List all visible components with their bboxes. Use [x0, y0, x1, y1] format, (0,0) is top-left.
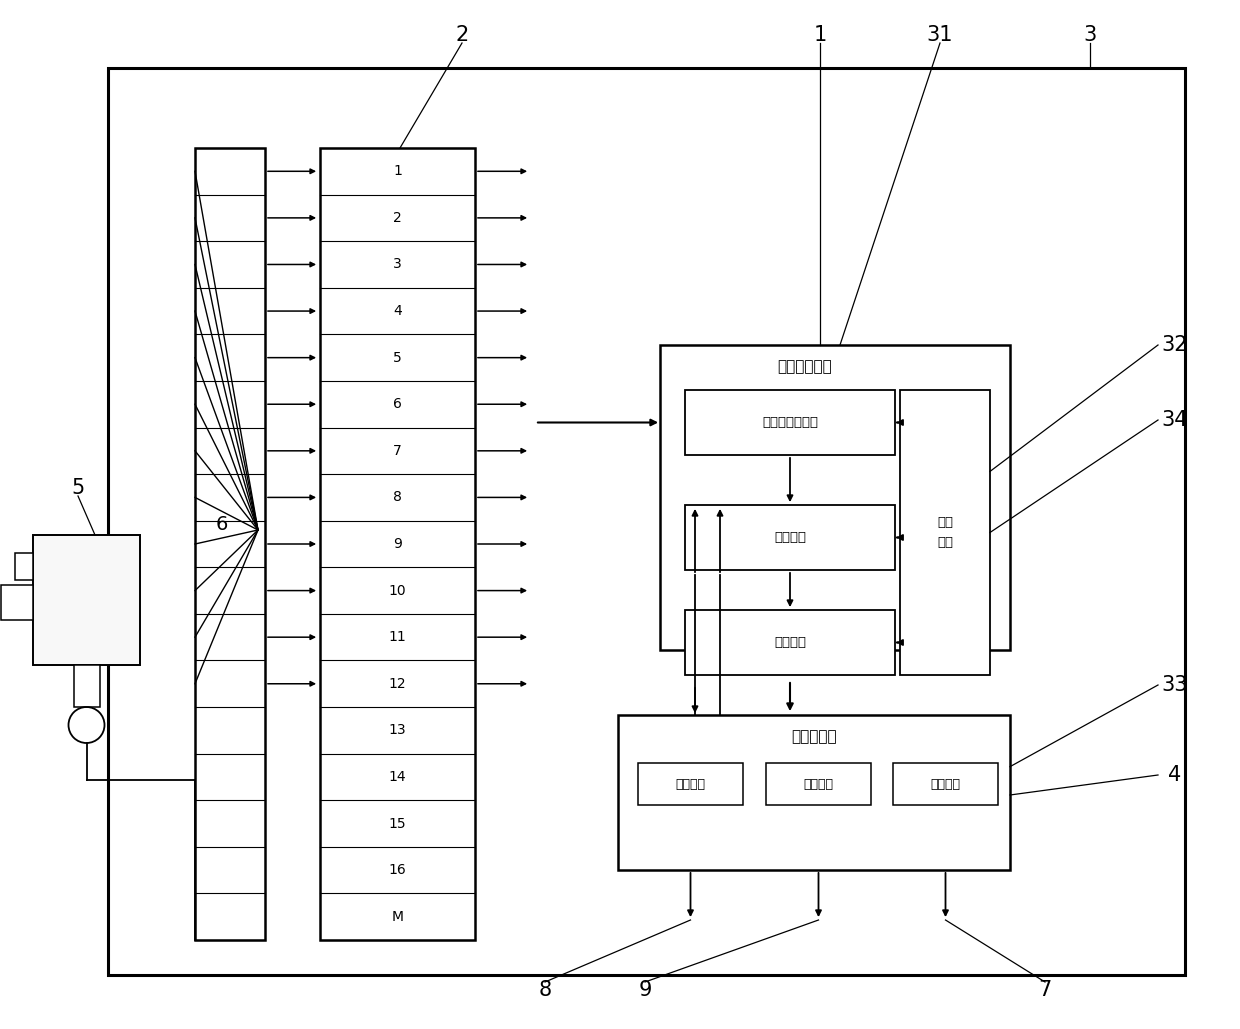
Text: 停止计数: 停止计数 [804, 778, 833, 790]
Bar [73, 665, 99, 707]
Bar [33, 535, 140, 665]
Bar [618, 715, 1011, 870]
Text: 10: 10 [388, 583, 407, 598]
Text: 5: 5 [393, 351, 402, 364]
Bar [639, 762, 743, 805]
Text: 数字量接收模块: 数字量接收模块 [763, 416, 818, 429]
Text: M: M [392, 910, 403, 924]
Bar [893, 762, 998, 805]
Text: 33: 33 [1162, 675, 1188, 695]
Bar [1, 586, 33, 620]
Text: 画面显示器: 画面显示器 [791, 730, 837, 745]
Bar [684, 610, 895, 675]
Text: 9: 9 [393, 537, 402, 551]
Text: 31: 31 [926, 25, 954, 45]
Text: 电源
模块: 电源 模块 [937, 516, 954, 549]
Text: 3: 3 [393, 257, 402, 272]
Text: 开始计数: 开始计数 [676, 778, 706, 790]
Text: 11: 11 [388, 630, 407, 644]
Text: 4: 4 [393, 304, 402, 318]
Text: 通讯模块: 通讯模块 [774, 636, 806, 649]
Text: 16: 16 [388, 863, 407, 877]
Bar [195, 148, 265, 941]
Bar [684, 505, 895, 570]
Text: 1: 1 [393, 165, 402, 178]
Text: 5: 5 [72, 478, 84, 498]
Bar [108, 68, 1185, 975]
Text: 1: 1 [813, 25, 827, 45]
Text: 4: 4 [1168, 765, 1182, 785]
Text: 32: 32 [1162, 335, 1188, 355]
Bar [900, 390, 990, 675]
Text: 7: 7 [393, 443, 402, 458]
Bar [684, 390, 895, 455]
Text: 14: 14 [388, 770, 407, 784]
Text: 12: 12 [388, 677, 407, 690]
Bar [320, 148, 475, 941]
Text: 34: 34 [1162, 410, 1188, 430]
Text: 3: 3 [1084, 25, 1096, 45]
Text: 7: 7 [1038, 980, 1052, 1000]
Bar [15, 553, 33, 580]
Text: 6: 6 [393, 397, 402, 412]
Text: 2: 2 [393, 211, 402, 225]
Text: 处理模块: 处理模块 [774, 531, 806, 544]
Bar [660, 345, 1011, 650]
Bar [766, 762, 870, 805]
Text: 数值清空: 数值清空 [930, 778, 961, 790]
Text: 8: 8 [538, 980, 552, 1000]
Text: 8: 8 [393, 491, 402, 504]
Text: 6: 6 [216, 516, 228, 534]
Text: 13: 13 [388, 723, 407, 738]
Text: 2: 2 [455, 25, 469, 45]
Text: 15: 15 [388, 817, 407, 830]
Text: 开关量计数器: 开关量计数器 [777, 359, 832, 375]
Text: 9: 9 [639, 980, 652, 1000]
